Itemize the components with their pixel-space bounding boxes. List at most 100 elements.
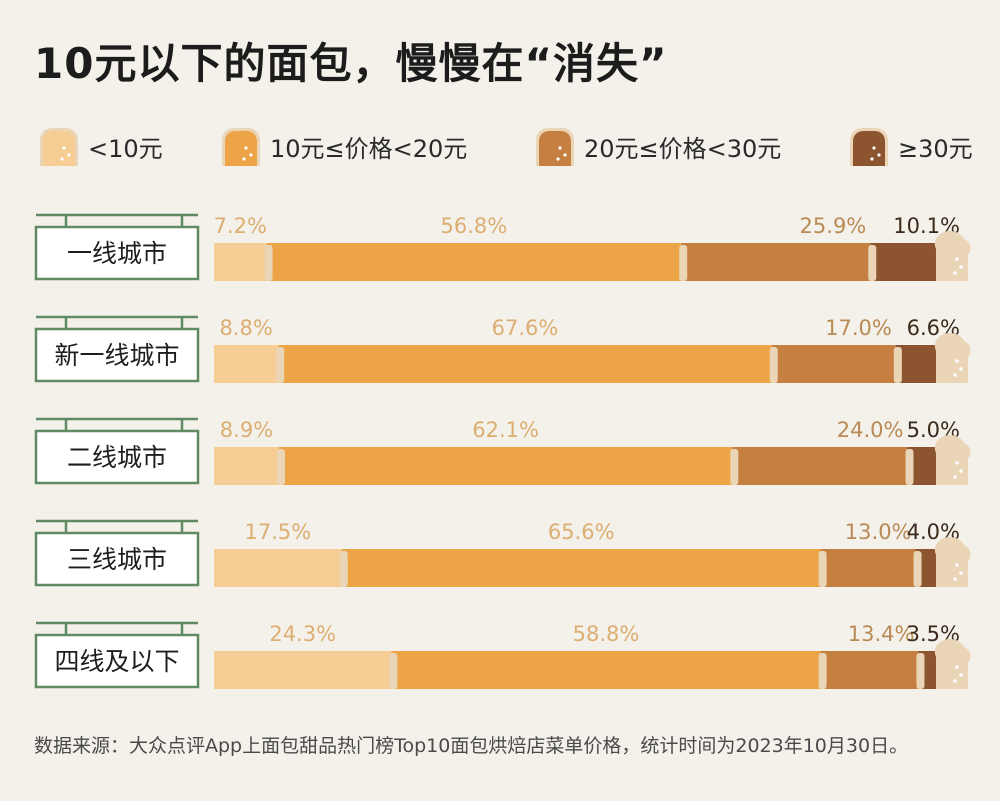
bread-dot (955, 665, 959, 669)
value-label: 65.6% (548, 520, 615, 544)
bread-dot (959, 367, 963, 371)
value-label: 8.9% (220, 418, 273, 442)
city-label: 四线及以下 (54, 647, 179, 676)
bread-dot (955, 461, 959, 465)
bread-dot (959, 469, 963, 473)
legend-label: 20元≤价格<30元 (584, 134, 782, 163)
bread-icon (40, 128, 78, 166)
bread-crust (276, 449, 285, 485)
legend-swatch-3 (853, 131, 885, 166)
bar-segment (391, 651, 821, 689)
bread-heel (934, 333, 971, 383)
value-label: 13.4% (848, 622, 915, 646)
legend-label: <10元 (88, 134, 163, 163)
bread-crust (339, 551, 348, 587)
sign-board (34, 327, 200, 383)
bread-crust (389, 653, 398, 689)
bar-segment (278, 447, 733, 485)
bread-heel (934, 231, 971, 281)
source-note: 数据来源：大众点评App上面包甜品热门榜Top10面包烘焙店菜单价格，统计时间为… (34, 735, 909, 757)
legend-swatch-2 (539, 131, 571, 166)
bread-dot (959, 265, 963, 269)
bread-crust (264, 245, 273, 281)
sign-board (34, 633, 200, 689)
bread-heel (934, 435, 971, 485)
city-label: 二线城市 (67, 443, 167, 472)
bar-segment (278, 345, 772, 383)
legend-swatch-0 (43, 131, 75, 166)
value-label: 24.0% (837, 418, 904, 442)
bread-crust (818, 653, 827, 689)
bread-dot (955, 359, 959, 363)
bread-heel (934, 537, 971, 587)
value-label: 58.8% (573, 622, 640, 646)
legend: <10元 10元≤价格<20元 20元≤价格<30元 ≥30元 (0, 124, 1000, 168)
bar-segment (820, 651, 919, 689)
value-label: 8.8% (219, 316, 272, 340)
bread-dot (955, 563, 959, 567)
bread-dot (953, 271, 957, 275)
legend-label: 10元≤价格<20元 (270, 134, 468, 163)
value-label: 24.3% (269, 622, 336, 646)
bread-dot (955, 257, 959, 261)
chart-title: 10元以下的面包，慢慢在“消失” (34, 39, 668, 88)
bread-crust (868, 245, 877, 281)
bar-segment (732, 447, 908, 485)
value-label: 7.2% (214, 214, 267, 238)
legend-item-under-10: <10元 (36, 124, 163, 168)
bread-crust (916, 653, 925, 689)
city-label: 一线城市 (67, 239, 167, 268)
legend-label: ≥30元 (898, 134, 973, 163)
legend-item-20-30: 20元≤价格<30元 (532, 124, 781, 168)
bar-segment (214, 549, 342, 587)
bread-icon (222, 128, 260, 166)
bread-crust (913, 551, 922, 587)
bar-segment (681, 243, 871, 281)
sign-board (34, 531, 200, 587)
bar-segment (771, 345, 896, 383)
legend-swatch-1 (225, 131, 257, 166)
bar-segment (820, 549, 916, 587)
bread-crust (730, 449, 739, 485)
bread-crust (905, 449, 914, 485)
bread-crust (893, 347, 902, 383)
sign-board (34, 225, 200, 281)
value-label: 62.1% (472, 418, 539, 442)
bread-crust (679, 245, 688, 281)
bread-dot (953, 373, 957, 377)
bread-icon (850, 128, 888, 166)
bar-segment (341, 549, 821, 587)
bread-dot (953, 577, 957, 581)
bread-crust (276, 347, 285, 383)
bar-segment (870, 243, 944, 281)
bar-segment (214, 447, 279, 485)
bread-dot (953, 475, 957, 479)
bar-segment (895, 345, 944, 383)
bread-dot (959, 673, 963, 677)
value-label: 17.0% (825, 316, 892, 340)
bread-crust (818, 551, 827, 587)
sign-board (34, 429, 200, 485)
value-label: 13.0% (845, 520, 912, 544)
bread-icon (536, 128, 574, 166)
legend-item-10-20: 10元≤价格<20元 (218, 124, 467, 168)
bar-segment (266, 243, 682, 281)
bar-segment (214, 651, 392, 689)
bar-segment (214, 345, 279, 383)
value-label: 17.5% (245, 520, 312, 544)
bar-segment (214, 243, 267, 281)
value-label: 67.6% (492, 316, 559, 340)
city-label: 三线城市 (67, 545, 167, 574)
value-label: 56.8% (441, 214, 508, 238)
legend-item-over-30: ≥30元 (846, 124, 973, 168)
bread-crust (769, 347, 778, 383)
bread-heel (934, 639, 971, 689)
value-label: 25.9% (800, 214, 867, 238)
bread-dot (959, 571, 963, 575)
